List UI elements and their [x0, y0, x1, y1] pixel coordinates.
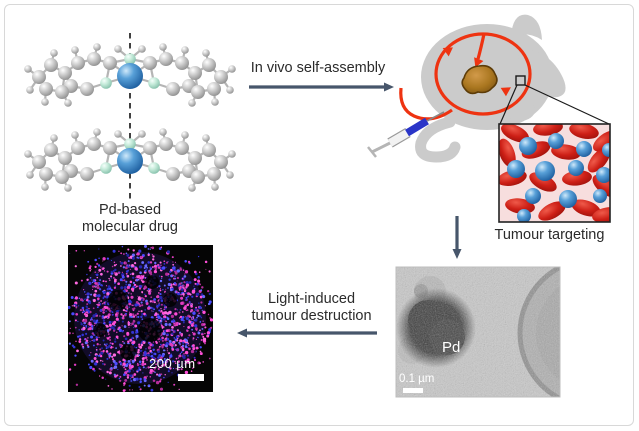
zoom-source-square — [515, 75, 526, 86]
tem-scale-bar — [403, 388, 423, 393]
fluorescence-scale-label: 200 µm — [149, 356, 196, 371]
caption-line-2: molecular drug — [82, 218, 178, 235]
circulation-arrowheads — [442, 47, 511, 97]
blood-circulation-loop-icon — [399, 32, 532, 121]
tumour-blob-icon — [461, 64, 498, 95]
tem-micrograph — [395, 266, 561, 398]
syringe-icon — [367, 111, 445, 158]
mouse-tail — [415, 116, 461, 163]
self-assembly-label: In vivo self-assembly — [250, 60, 386, 76]
light-destruction-line-1: Light-induced — [267, 291, 356, 307]
nanoparticles — [507, 133, 610, 222]
tumour-targeting-label: Tumour targeting — [494, 227, 605, 243]
pd-complex-stack-icon — [24, 33, 236, 203]
molecular-drug-caption: Pd-based molecular drug — [50, 202, 210, 235]
caption-line-1: Pd-based — [98, 202, 162, 218]
mouse-ear — [511, 14, 542, 40]
zoom-callout — [499, 75, 610, 125]
mouse-snout — [518, 48, 566, 98]
fluorescence-image — [68, 245, 213, 392]
tem-particle-label: Pd — [442, 339, 461, 356]
step-arrows — [237, 82, 462, 338]
tail-vein — [399, 87, 453, 121]
blood-cells-nanoparticles-icon — [498, 123, 611, 223]
light-destruction-label: Light-induced tumour destruction — [224, 291, 399, 324]
fluorescence-scale-bar — [178, 374, 204, 381]
dark-voids — [93, 275, 177, 360]
light-destruction-line-2: tumour destruction — [251, 307, 372, 324]
tem-scale-label: 0.1 µm — [399, 373, 435, 385]
